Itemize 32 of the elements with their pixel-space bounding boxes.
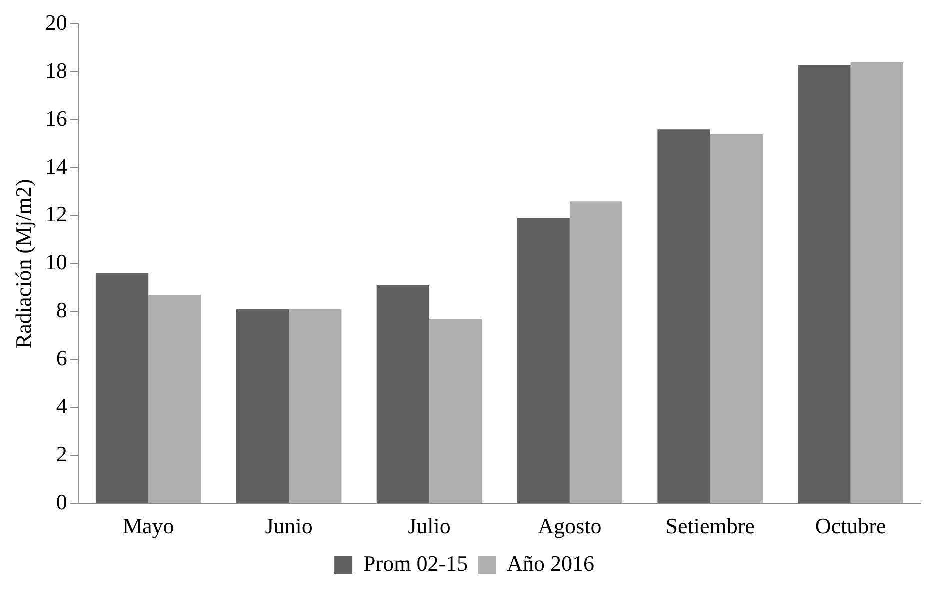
y-tick-label: 16 — [45, 106, 68, 131]
bar — [710, 134, 764, 504]
bar — [96, 273, 149, 504]
y-tick-label: 4 — [56, 394, 68, 418]
bar — [236, 309, 290, 504]
bar — [798, 64, 851, 504]
bar — [517, 218, 570, 504]
y-tick-label: 18 — [45, 58, 68, 83]
bar — [850, 62, 904, 504]
legend-label: Prom 02-15 — [364, 550, 468, 576]
bar — [658, 130, 710, 504]
y-tick-label: 0 — [56, 489, 68, 514]
y-tick-label: 8 — [56, 298, 68, 323]
bar — [289, 309, 342, 504]
y-tick-label: 14 — [45, 154, 68, 179]
x-tick-label: Julio — [408, 514, 451, 539]
x-tick-label: Junio — [265, 514, 313, 539]
bar — [429, 319, 482, 504]
y-tick-label: 12 — [45, 202, 68, 227]
bar — [148, 295, 202, 504]
y-tick-label: 10 — [45, 250, 68, 275]
y-tick-label: 20 — [45, 10, 68, 35]
x-tick-label: Octubre — [815, 514, 886, 539]
y-axis-title: Radiación (Mj/m2) — [10, 179, 36, 349]
y-tick-label: 2 — [56, 441, 68, 466]
bar — [570, 202, 623, 504]
legend-label: Año 2016 — [507, 550, 594, 576]
x-tick-label: Agosto — [538, 514, 602, 539]
bar — [376, 285, 430, 504]
x-tick-label: Mayo — [122, 514, 174, 539]
x-tick-label: Setiembre — [666, 514, 755, 539]
y-tick-label: 6 — [56, 346, 68, 371]
